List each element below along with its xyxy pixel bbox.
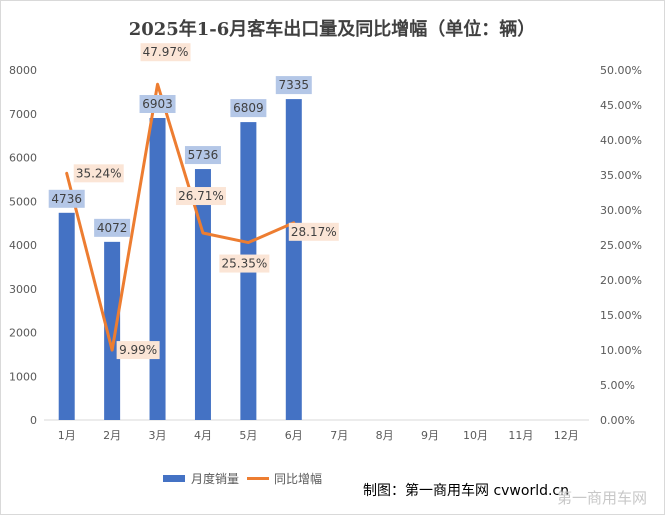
bar-data-label-bg <box>48 189 85 208</box>
y-right-tick-label: 15.00% <box>600 309 642 322</box>
x-tick-label: 11月 <box>508 429 533 442</box>
bar-data-label: 7335 <box>279 78 310 92</box>
x-tick-label: 2月 <box>103 429 121 442</box>
y-right-tick-label: 40.00% <box>600 134 642 147</box>
bar <box>58 212 75 420</box>
line-data-label: 25.35% <box>221 257 267 271</box>
y-left-tick-label: 0 <box>30 414 37 427</box>
line-data-label-bg <box>219 254 270 273</box>
axes: 0 1000 2000 3000 4000 5000 6000 7000 8000 0.00% 5.… <box>9 64 642 442</box>
x-tick-label: 3月 <box>149 429 167 442</box>
y-right-tick-label: 20.00% <box>600 274 642 287</box>
line-data-label-bg <box>116 341 160 360</box>
bar-data-label-bg <box>230 99 267 118</box>
y-right-tick-label: 5.00% <box>600 379 635 392</box>
legend: 月度销量 同比增幅 <box>163 471 322 486</box>
bar-data-label-bg <box>94 218 131 237</box>
bar-data-label-bg <box>139 94 176 113</box>
y-left-tick-label: 2000 <box>9 327 37 340</box>
bar <box>149 117 166 421</box>
data-labels: 4736 4072 6903 5736 6809 7335 35.24% 9.99% 47.97… <box>48 43 339 360</box>
bar-data-label: 6903 <box>142 97 173 111</box>
y-right-tick-label: 45.00% <box>600 99 642 112</box>
line-series <box>65 82 296 352</box>
y-left-tick-label: 7000 <box>9 108 37 121</box>
y-left-tick-label: 5000 <box>9 195 37 208</box>
y-left-tick-label: 3000 <box>9 283 37 296</box>
line-data-label: 35.24% <box>76 166 122 180</box>
y-right-tick-label: 10.00% <box>600 344 642 357</box>
line-data-label: 26.71% <box>178 189 224 203</box>
line-data-label: 47.97% <box>143 45 189 59</box>
y-left-tick-label: 6000 <box>9 152 37 165</box>
x-tick-label: 4月 <box>194 429 212 442</box>
y-left-tick-label: 1000 <box>9 370 37 383</box>
y-right-tick-label: 25.00% <box>600 239 642 252</box>
bar-data-label: 5736 <box>188 148 219 162</box>
line-data-label-bg <box>175 187 226 206</box>
watermark-text: 第一商用车网 <box>557 489 647 507</box>
line-data-label-bg <box>288 222 339 241</box>
x-tick-label: 1月 <box>58 429 76 442</box>
y-left-tick-label: 8000 <box>9 64 37 77</box>
y-left-tick-label: 4000 <box>9 239 37 252</box>
bar <box>104 241 121 420</box>
line-data-label-bg <box>73 164 124 183</box>
y-right-tick-label: 35.00% <box>600 169 642 182</box>
x-tick-label: 10月 <box>463 429 488 442</box>
bar-data-label: 6809 <box>233 101 264 115</box>
legend-swatch-bar <box>163 475 185 482</box>
line-data-label: 9.99% <box>119 343 157 357</box>
x-tick-label: 8月 <box>376 429 394 442</box>
source-credit: 制图：第一商用车网 cvworld.cn <box>363 482 569 499</box>
bar-data-label: 4736 <box>51 192 82 206</box>
y-right-tick-label: 30.00% <box>600 204 642 217</box>
y-right-tick-label: 50.00% <box>600 64 642 77</box>
line-path <box>65 82 296 352</box>
bar-data-label: 4072 <box>97 221 128 235</box>
legend-label-line: 同比增幅 <box>274 471 322 486</box>
line-data-label: 28.17% <box>291 225 337 239</box>
line-data-label-bg <box>140 43 191 62</box>
x-tick-label: 12月 <box>554 429 579 442</box>
x-tick-label: 9月 <box>421 429 439 442</box>
y-right-tick-label: 0.00% <box>600 414 635 427</box>
legend-label-bar: 月度销量 <box>191 471 239 486</box>
chart-title: 2025年1-6月客车出口量及同比增幅（单位：辆） <box>129 18 536 40</box>
bar-data-label-bg <box>184 146 221 165</box>
x-tick-label: 5月 <box>239 429 257 442</box>
bar-data-label-bg <box>275 76 312 95</box>
bar <box>194 169 211 420</box>
bar <box>285 99 302 420</box>
x-tick-label: 6月 <box>285 429 303 442</box>
x-tick-label: 7月 <box>330 429 348 442</box>
